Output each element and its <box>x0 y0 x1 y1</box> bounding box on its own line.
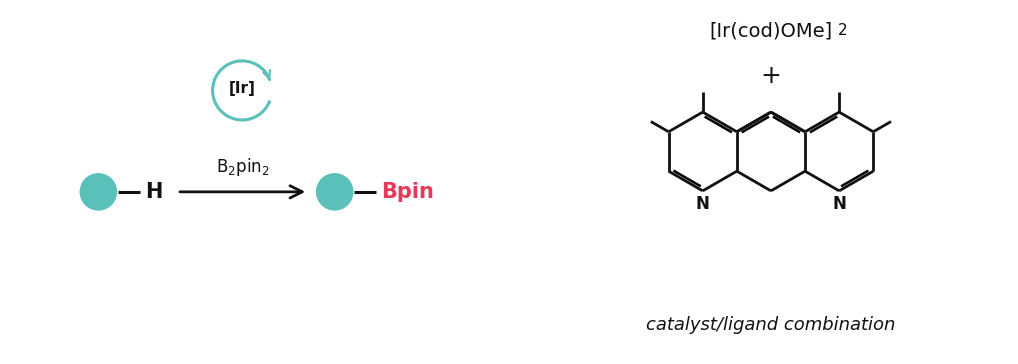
Text: 2: 2 <box>838 23 848 39</box>
Text: B$_2$pin$_2$: B$_2$pin$_2$ <box>216 156 270 178</box>
Text: N: N <box>695 195 710 213</box>
Text: +: + <box>760 64 782 88</box>
Text: catalyst/ligand combination: catalyst/ligand combination <box>646 316 896 334</box>
Text: Bpin: Bpin <box>381 182 434 202</box>
Text: H: H <box>145 182 162 202</box>
Text: N: N <box>833 195 846 213</box>
Text: [Ir(cod)OMe]: [Ir(cod)OMe] <box>710 21 833 40</box>
Text: [Ir]: [Ir] <box>229 81 256 96</box>
Circle shape <box>80 174 116 210</box>
Circle shape <box>317 174 352 210</box>
